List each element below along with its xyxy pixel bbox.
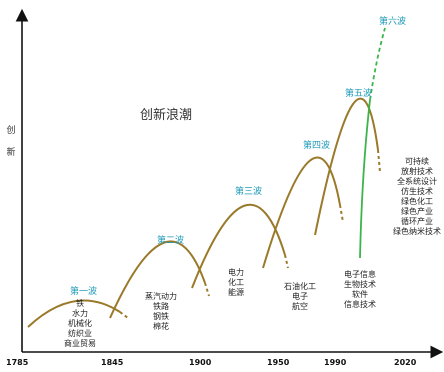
wave-6-label: 第六波 bbox=[379, 17, 407, 27]
y-axis-label: 创新 bbox=[6, 126, 16, 158]
x-tick-label: 1950 bbox=[267, 358, 290, 367]
wave-curve-4 bbox=[262, 156, 341, 269]
x-tick-label: 1845 bbox=[101, 358, 124, 367]
wave-curve-1-tail bbox=[119, 311, 129, 319]
wave-6-item: 可持续 bbox=[405, 157, 429, 166]
wave-2-label: 第二波 bbox=[157, 236, 185, 246]
wave-2-item: 蒸汽动力 bbox=[145, 292, 177, 301]
wave-curve-4-tail bbox=[339, 204, 344, 223]
wave-1-item: 机械化 bbox=[68, 319, 92, 328]
wave-1-item: 铁 bbox=[76, 299, 84, 308]
wave-curve-6-dashed bbox=[369, 27, 386, 101]
wave-3-item: 能源 bbox=[228, 288, 244, 297]
wave-1-item: 纺织业 bbox=[68, 329, 92, 338]
x-tick-label: 1785 bbox=[6, 358, 29, 367]
wave-6-item: 循环产业 bbox=[401, 217, 433, 226]
wave-curve-5 bbox=[314, 97, 379, 236]
x-tick-label: 1990 bbox=[324, 358, 347, 367]
wave-curve-2 bbox=[109, 240, 206, 319]
wave-6-item: 绿色纳米技术 bbox=[393, 227, 441, 236]
wave-curve-6 bbox=[359, 99, 371, 259]
x-tick-label: 1900 bbox=[189, 358, 212, 367]
wave-2-item: 棉花 bbox=[153, 322, 169, 331]
wave-5-label: 第五波 bbox=[345, 89, 373, 99]
wave-curve-2-tail bbox=[204, 282, 210, 297]
wave-4-item: 电子 bbox=[292, 292, 308, 301]
wave-6-item: 绿色产业 bbox=[401, 207, 433, 216]
wave-curve-3-tail bbox=[284, 254, 289, 269]
wave-curve-1 bbox=[27, 299, 121, 328]
wave-1-item: 商业贸易 bbox=[64, 339, 96, 348]
wave-6-items: 可持续 放射技术 全系统设计 仿生技术 绿色化工 绿色产业 循环产业 绿色纳米技… bbox=[392, 157, 442, 237]
wave-curve-5-tail bbox=[377, 149, 381, 173]
wave-3-label: 第三波 bbox=[235, 187, 263, 197]
wave-1-items: 铁 水力 机械化 纺织业 商业贸易 bbox=[60, 299, 100, 349]
wave-4-items: 石油化工 电子 航空 bbox=[282, 282, 318, 312]
x-tick-label: 2020 bbox=[394, 358, 417, 367]
wave-1-label: 第一波 bbox=[70, 287, 98, 297]
wave-4-label: 第四波 bbox=[303, 141, 331, 151]
wave-5-item: 信息技术 bbox=[344, 300, 376, 309]
wave-3-item: 电力 bbox=[228, 268, 244, 277]
wave-5-item: 生物技术 bbox=[344, 280, 376, 289]
wave-2-item: 铁路 bbox=[153, 302, 169, 311]
diagram-title: 创新浪潮 bbox=[140, 108, 193, 123]
wave-5-item: 软件 bbox=[352, 290, 368, 299]
wave-4-item: 石油化工 bbox=[284, 282, 316, 291]
wave-5-items: 电子信息 生物技术 软件 信息技术 bbox=[340, 270, 380, 310]
wave-3-item: 化工 bbox=[228, 278, 244, 287]
wave-6-item: 放射技术 bbox=[401, 167, 433, 176]
wave-curve-3 bbox=[191, 203, 286, 289]
wave-3-items: 电力 化工 能源 bbox=[222, 268, 250, 298]
wave-2-item: 钢铁 bbox=[153, 312, 169, 321]
wave-6-item: 绿色化工 bbox=[401, 197, 433, 206]
wave-4-item: 航空 bbox=[292, 302, 308, 311]
wave-6-item: 仿生技术 bbox=[401, 187, 433, 196]
wave-6-item: 全系统设计 bbox=[397, 177, 437, 186]
wave-1-item: 水力 bbox=[72, 309, 88, 318]
wave-5-item: 电子信息 bbox=[344, 270, 376, 279]
wave-2-items: 蒸汽动力 铁路 钢铁 棉花 bbox=[140, 292, 182, 332]
